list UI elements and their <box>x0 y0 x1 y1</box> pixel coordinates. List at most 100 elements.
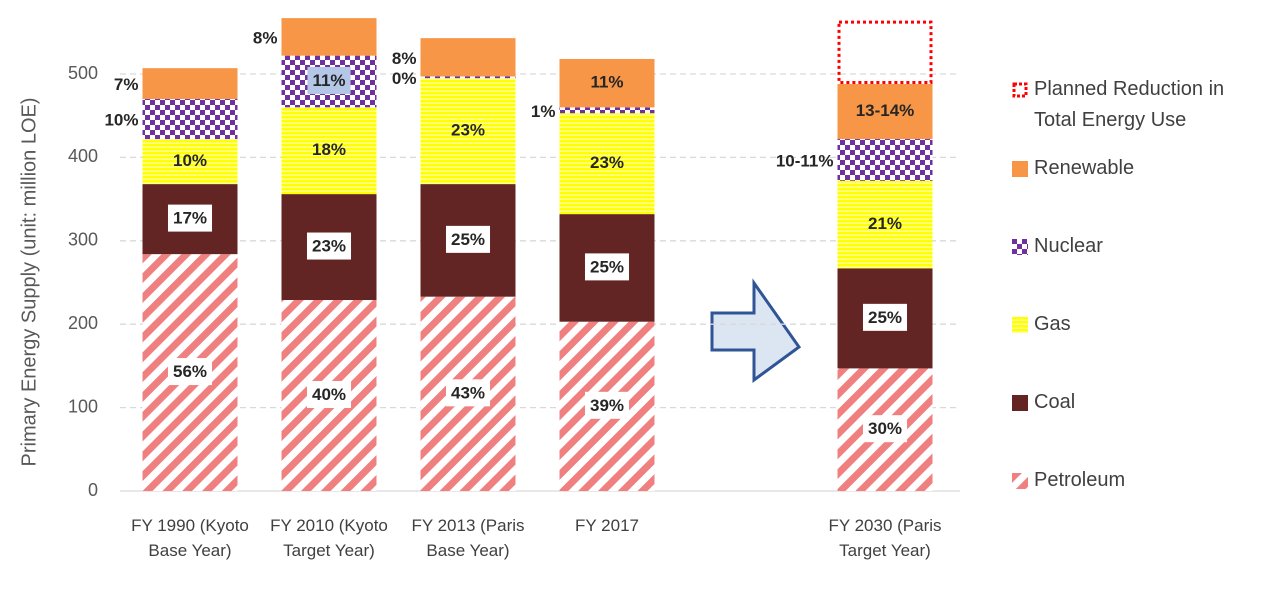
data-label-text: 17% <box>173 209 207 228</box>
bar-segment <box>837 84 933 140</box>
label-box <box>862 303 908 331</box>
legend-label: Gas <box>1034 313 1071 335</box>
data-label-text: 10% <box>173 151 207 170</box>
data-label-text: 23% <box>312 237 346 256</box>
data-label: 56% <box>167 358 213 386</box>
data-label-text: 25% <box>451 230 485 249</box>
legend-swatch <box>1012 82 1028 98</box>
legend-label: Coal <box>1034 391 1076 413</box>
label-box <box>584 253 630 281</box>
x-tick-label: FY 1990 (Kyoto Base Year) <box>131 516 249 560</box>
data-label: 1% <box>531 102 556 121</box>
label-box <box>307 66 351 94</box>
legend-item: Nuclear <box>1012 231 1262 262</box>
data-label-text: 11% <box>312 71 345 90</box>
legend-item: Coal <box>1012 387 1262 418</box>
legend-label: Petroleum <box>1034 469 1126 491</box>
legend-swatch-fill <box>1012 239 1028 255</box>
data-label-text: 39% <box>590 396 624 415</box>
legend-item: Planned Reduction in Total Energy Use <box>1012 74 1262 136</box>
legend-swatch <box>1012 395 1028 411</box>
legend-item: Renewable <box>1012 153 1262 184</box>
data-label: 39% <box>584 391 630 419</box>
data-label-text: 11% <box>590 73 623 92</box>
data-label: 23% <box>306 232 352 260</box>
legend-swatch-fill <box>1012 473 1028 489</box>
legend-swatch-fill <box>1012 317 1028 333</box>
data-label: 17% <box>167 204 213 232</box>
data-label: 10-11% <box>776 151 834 170</box>
data-label: 11% <box>307 66 351 94</box>
legend-label: Planned Reduction in Total Energy Use <box>1034 78 1225 131</box>
arrow <box>710 278 802 383</box>
data-label: 13-14% <box>856 101 915 120</box>
label-box <box>584 391 630 419</box>
legend-label: Renewable <box>1034 157 1135 179</box>
label-box <box>306 232 352 260</box>
data-label-text: 18% <box>312 140 346 159</box>
data-label: 8% <box>392 49 417 68</box>
data-label-text: 1% <box>531 102 556 121</box>
legend-swatch-fill <box>1012 395 1028 411</box>
data-label-text: 23% <box>590 153 624 172</box>
label-box <box>445 379 491 407</box>
legend-swatch <box>1012 317 1028 333</box>
data-label-text: 30% <box>868 419 902 438</box>
legend-swatch <box>1012 239 1028 255</box>
y-tick-label: 500 <box>68 63 98 83</box>
data-label: 43% <box>445 379 491 407</box>
bar-segment <box>837 139 933 181</box>
y-tick-label: 0 <box>88 480 98 500</box>
data-label-text: 25% <box>590 257 624 276</box>
data-label: 10% <box>173 151 207 170</box>
data-label-text: 8% <box>392 49 417 68</box>
data-label: 25% <box>862 303 908 331</box>
bar-segment <box>420 76 516 79</box>
data-label-text: 40% <box>312 385 346 404</box>
label-box <box>306 380 352 408</box>
data-label: 30% <box>862 415 908 443</box>
data-label-text: 21% <box>868 214 902 233</box>
bar-segment <box>420 38 516 77</box>
legend-swatch <box>1012 473 1028 489</box>
data-label: 7% <box>114 75 139 94</box>
data-label: 25% <box>584 253 630 281</box>
data-label: 11% <box>590 73 623 92</box>
data-label: 25% <box>445 225 491 253</box>
data-label: 40% <box>306 380 352 408</box>
data-label-text: 10% <box>104 111 138 130</box>
data-label: 8% <box>253 28 278 47</box>
label-box <box>167 358 213 386</box>
x-tick-label: FY 2013 (Paris Base Year) <box>411 516 525 560</box>
data-label-text: 56% <box>173 362 207 381</box>
data-label-text: 0% <box>392 69 417 88</box>
bar-segment <box>559 113 655 215</box>
bar-segment <box>142 139 238 185</box>
data-label-text: 23% <box>451 121 485 140</box>
bar-segment <box>281 18 377 56</box>
data-label-text: 13-14% <box>856 101 915 120</box>
bar-segment <box>142 68 238 100</box>
data-label-text: 43% <box>451 383 485 402</box>
data-label: 10% <box>104 111 138 130</box>
data-label: 23% <box>590 153 624 172</box>
label-box <box>862 415 908 443</box>
legend-swatch <box>1012 161 1028 177</box>
data-label-text: 10-11% <box>776 151 834 170</box>
bar-segment <box>837 180 933 269</box>
data-label: 21% <box>868 214 902 233</box>
data-label-text: 25% <box>868 308 902 327</box>
y-tick-label: 300 <box>68 230 98 250</box>
y-tick-label: 200 <box>68 313 98 333</box>
bar-segment <box>420 78 516 185</box>
data-label-text: 8% <box>253 28 278 47</box>
x-tick-label: FY 2030 (Paris Target Year) <box>828 516 942 560</box>
legend-swatch-fill <box>1012 82 1028 98</box>
data-label: 0% <box>392 69 417 88</box>
legend-item: Petroleum <box>1012 465 1262 496</box>
label-box <box>445 225 491 253</box>
bar-segment <box>142 99 238 140</box>
y-axis-title: Primary Energy Supply (unit: million LOE… <box>18 97 40 466</box>
